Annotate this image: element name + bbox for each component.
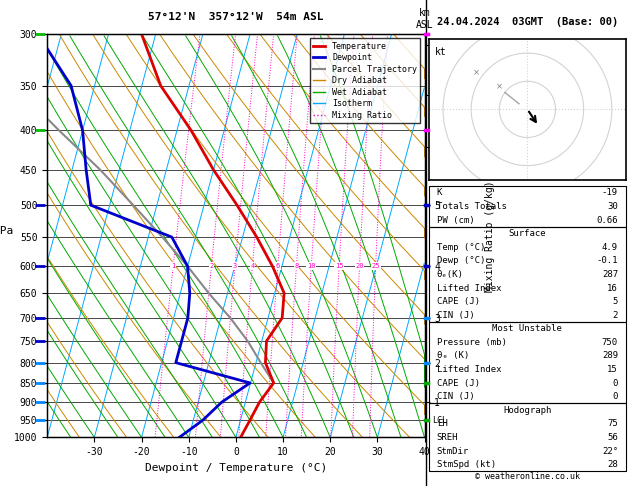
Text: StmDir: StmDir: [437, 447, 469, 455]
Text: 22°: 22°: [602, 447, 618, 455]
Text: 0: 0: [613, 392, 618, 401]
Text: 57°12'N  357°12'W  54m ASL: 57°12'N 357°12'W 54m ASL: [148, 12, 324, 22]
Text: 4: 4: [250, 263, 255, 269]
X-axis label: Dewpoint / Temperature (°C): Dewpoint / Temperature (°C): [145, 463, 327, 473]
Text: 75: 75: [607, 419, 618, 428]
Text: θₑ (K): θₑ (K): [437, 351, 469, 361]
Legend: Temperature, Dewpoint, Parcel Trajectory, Dry Adiabat, Wet Adiabat, Isotherm, Mi: Temperature, Dewpoint, Parcel Trajectory…: [309, 38, 420, 123]
Text: 8: 8: [294, 263, 299, 269]
Text: SREH: SREH: [437, 433, 459, 442]
Bar: [429, 227, 626, 322]
Text: 15: 15: [335, 263, 343, 269]
Text: 20: 20: [355, 263, 364, 269]
Text: 16: 16: [607, 283, 618, 293]
Text: 289: 289: [602, 351, 618, 361]
Text: 2: 2: [613, 311, 618, 320]
Text: 6: 6: [276, 263, 280, 269]
Text: LCL: LCL: [432, 416, 447, 425]
Text: 3: 3: [233, 263, 237, 269]
Text: CAPE (J): CAPE (J): [437, 379, 480, 388]
Text: Dewp (°C): Dewp (°C): [437, 256, 485, 265]
Text: -0.1: -0.1: [596, 256, 618, 265]
Text: 2: 2: [209, 263, 213, 269]
Text: 30: 30: [607, 202, 618, 211]
Bar: [429, 403, 626, 471]
Text: kt: kt: [435, 48, 447, 57]
Text: 25: 25: [372, 263, 380, 269]
Text: ×: ×: [473, 69, 481, 78]
Text: CIN (J): CIN (J): [437, 311, 474, 320]
Text: K: K: [437, 189, 442, 197]
Text: 1: 1: [171, 263, 175, 269]
Text: Temp (°C): Temp (°C): [437, 243, 485, 252]
Text: CAPE (J): CAPE (J): [437, 297, 480, 306]
Text: 750: 750: [602, 338, 618, 347]
Text: 287: 287: [602, 270, 618, 279]
Text: PW (cm): PW (cm): [437, 216, 474, 225]
Text: Pressure (mb): Pressure (mb): [437, 338, 507, 347]
Y-axis label: hPa: hPa: [0, 226, 13, 236]
Text: θₑ(K): θₑ(K): [437, 270, 464, 279]
Text: -19: -19: [602, 189, 618, 197]
Text: 0: 0: [613, 379, 618, 388]
Text: 28: 28: [607, 460, 618, 469]
Text: Lifted Index: Lifted Index: [437, 283, 501, 293]
Text: 10: 10: [307, 263, 316, 269]
Text: © weatheronline.co.uk: © weatheronline.co.uk: [475, 472, 580, 481]
Text: Most Unstable: Most Unstable: [493, 324, 562, 333]
Text: 56: 56: [607, 433, 618, 442]
Bar: [429, 186, 626, 227]
Text: Hodograph: Hodograph: [503, 406, 552, 415]
Text: Lifted Index: Lifted Index: [437, 365, 501, 374]
Text: ×: ×: [496, 83, 503, 92]
Text: CIN (J): CIN (J): [437, 392, 474, 401]
Text: 0.66: 0.66: [596, 216, 618, 225]
Text: 15: 15: [607, 365, 618, 374]
Text: Totals Totals: Totals Totals: [437, 202, 507, 211]
Bar: [429, 322, 626, 403]
Y-axis label: Mixing Ratio (g/kg): Mixing Ratio (g/kg): [484, 180, 494, 292]
Text: StmSpd (kt): StmSpd (kt): [437, 460, 496, 469]
Text: 4.9: 4.9: [602, 243, 618, 252]
Text: km
ASL: km ASL: [416, 8, 433, 30]
Text: Surface: Surface: [509, 229, 546, 238]
Text: EH: EH: [437, 419, 448, 428]
Text: 5: 5: [613, 297, 618, 306]
Text: 24.04.2024  03GMT  (Base: 00): 24.04.2024 03GMT (Base: 00): [437, 17, 618, 27]
